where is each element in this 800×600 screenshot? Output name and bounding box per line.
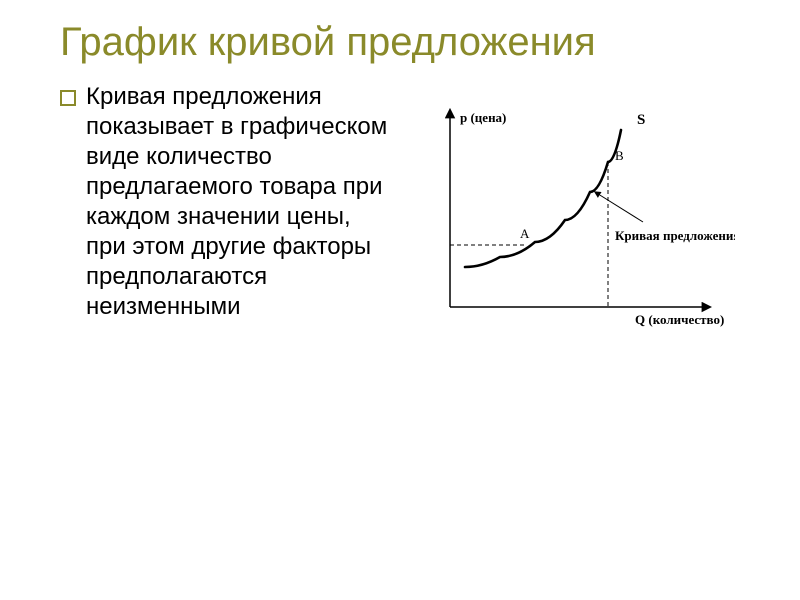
svg-text:р (цена): р (цена)	[460, 110, 506, 125]
slide: График кривой предложения Кривая предлож…	[0, 0, 800, 600]
bullet-marker-icon	[60, 90, 76, 106]
svg-text:Q (количество): Q (количество)	[635, 312, 724, 327]
slide-title: График кривой предложения	[60, 20, 750, 64]
bullet-block: Кривая предложения показывает в графичес…	[60, 82, 395, 322]
svg-text:B: B	[615, 148, 624, 163]
svg-text:A: A	[520, 226, 530, 241]
chart-container: р (цена) Q (количество) S A B Кривая предложе…	[405, 92, 750, 352]
svg-text:Кривая предложения: Кривая предложения	[615, 228, 735, 243]
svg-text:S: S	[637, 112, 645, 128]
bullet-text: Кривая предложения показывает в графичес…	[86, 82, 395, 322]
body-row: Кривая предложения показывает в графичес…	[60, 82, 750, 352]
supply-curve-chart: р (цена) Q (количество) S A B Кривая предложе…	[405, 92, 735, 352]
